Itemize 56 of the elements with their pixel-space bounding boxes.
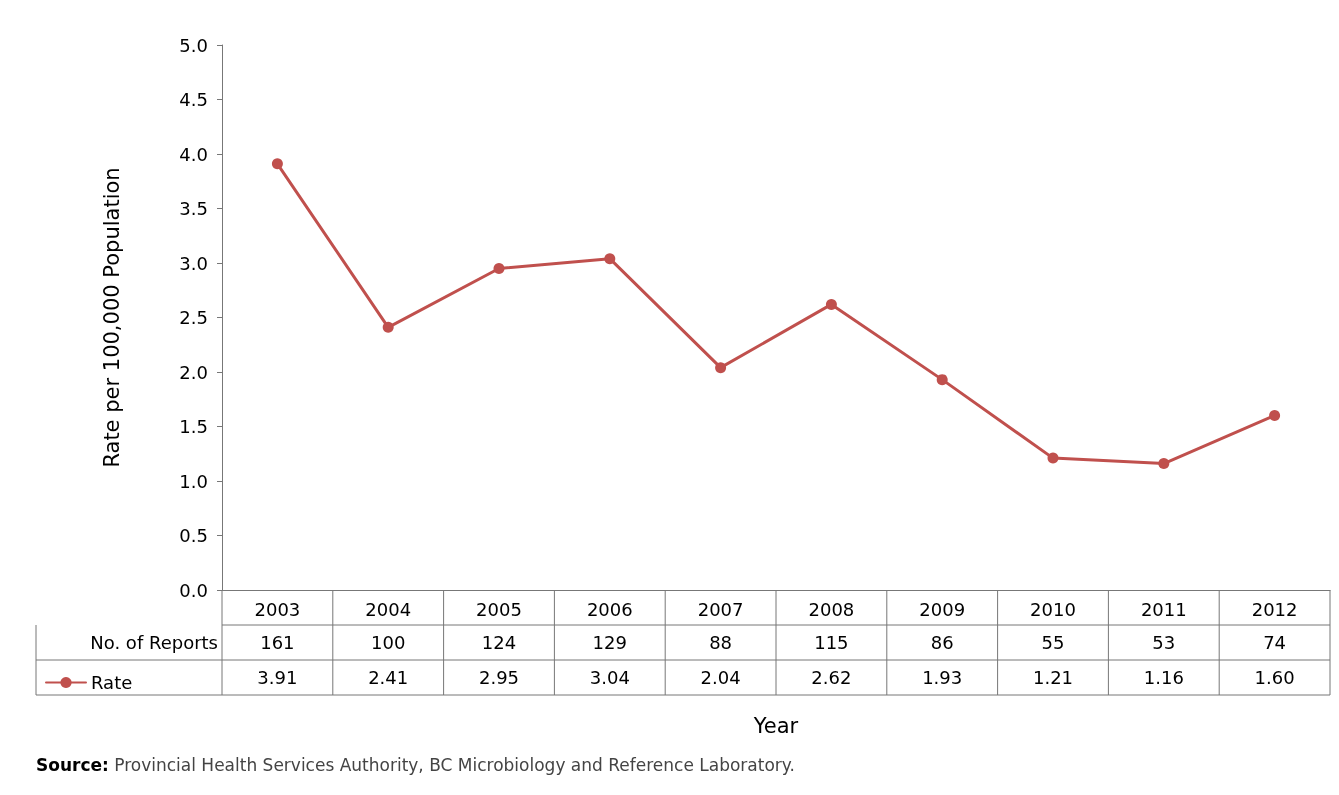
y-tick-label: 1.0: [179, 470, 208, 492]
point: [936, 374, 948, 386]
x-tick-label: 2010: [1030, 598, 1076, 620]
point: [1269, 410, 1281, 422]
x-tick-label: 2011: [1140, 598, 1187, 620]
data-label: 115: [813, 631, 850, 655]
y-tick-label: 1.5: [179, 416, 208, 437]
data-label: 1.93: [922, 667, 963, 688]
y-tick-label: 4.0: [179, 143, 208, 165]
point: [271, 158, 283, 170]
y-tick-label: 2.0: [179, 361, 208, 383]
data-label: 129: [591, 631, 628, 655]
point: [493, 262, 505, 274]
data-label: 1.21: [1032, 667, 1074, 688]
y-tick-label: 0.0: [179, 579, 208, 601]
y-tick-label: 3.5: [179, 198, 208, 219]
data-label: 124: [480, 631, 518, 655]
data-label: 2.62: [811, 667, 852, 688]
x-tick-label: 2009: [919, 598, 966, 620]
data-label: 1.60: [1254, 667, 1295, 688]
y-tick-label: 5.0: [179, 34, 208, 56]
data-label: 2.41: [368, 667, 409, 688]
point: [604, 253, 616, 265]
data-label: 100: [370, 631, 407, 655]
x-axis-title: Year: [752, 713, 799, 738]
x-tick-label: 2012: [1251, 598, 1298, 620]
data-label: 161: [259, 631, 296, 655]
x-tick-label: 2005: [476, 598, 522, 620]
point: [1158, 458, 1170, 470]
data-label: 53: [1151, 631, 1177, 655]
data-label: 88: [708, 631, 734, 655]
x-tick-label: 2007: [697, 598, 744, 620]
data-label: 3.04: [589, 667, 630, 688]
x-tick-label: 2008: [808, 598, 855, 620]
y-tick-label: 4.5: [179, 89, 208, 110]
data-label: 2.95: [478, 667, 520, 688]
point: [1047, 452, 1059, 464]
data-label: 55: [1040, 631, 1066, 655]
legend-label: Rate: [91, 672, 133, 693]
y-tick-label: 3.0: [179, 252, 208, 274]
y-axis-title: Rate per 100,000 Population: [99, 167, 124, 468]
point: [382, 321, 394, 333]
data-label: 86: [929, 631, 955, 655]
x-tick-label: 2004: [365, 598, 412, 620]
data-label: 1.16: [1143, 667, 1184, 688]
source-note: Source: Provincial Health Services Authority, BC Microbiology and Reference Laboratory.: [36, 754, 795, 775]
data-label: 2.04: [700, 667, 741, 688]
text: No. of Reports: [89, 631, 218, 655]
x-tick-label: 2006: [586, 598, 633, 620]
data-label: 74: [1262, 631, 1288, 655]
point: [715, 362, 727, 374]
point: [825, 298, 837, 310]
y-tick-label: 2.5: [179, 307, 208, 328]
x-tick-label: 2003: [254, 598, 301, 620]
data-label: 3.91: [257, 667, 298, 688]
y-tick-label: 0.5: [179, 525, 208, 546]
